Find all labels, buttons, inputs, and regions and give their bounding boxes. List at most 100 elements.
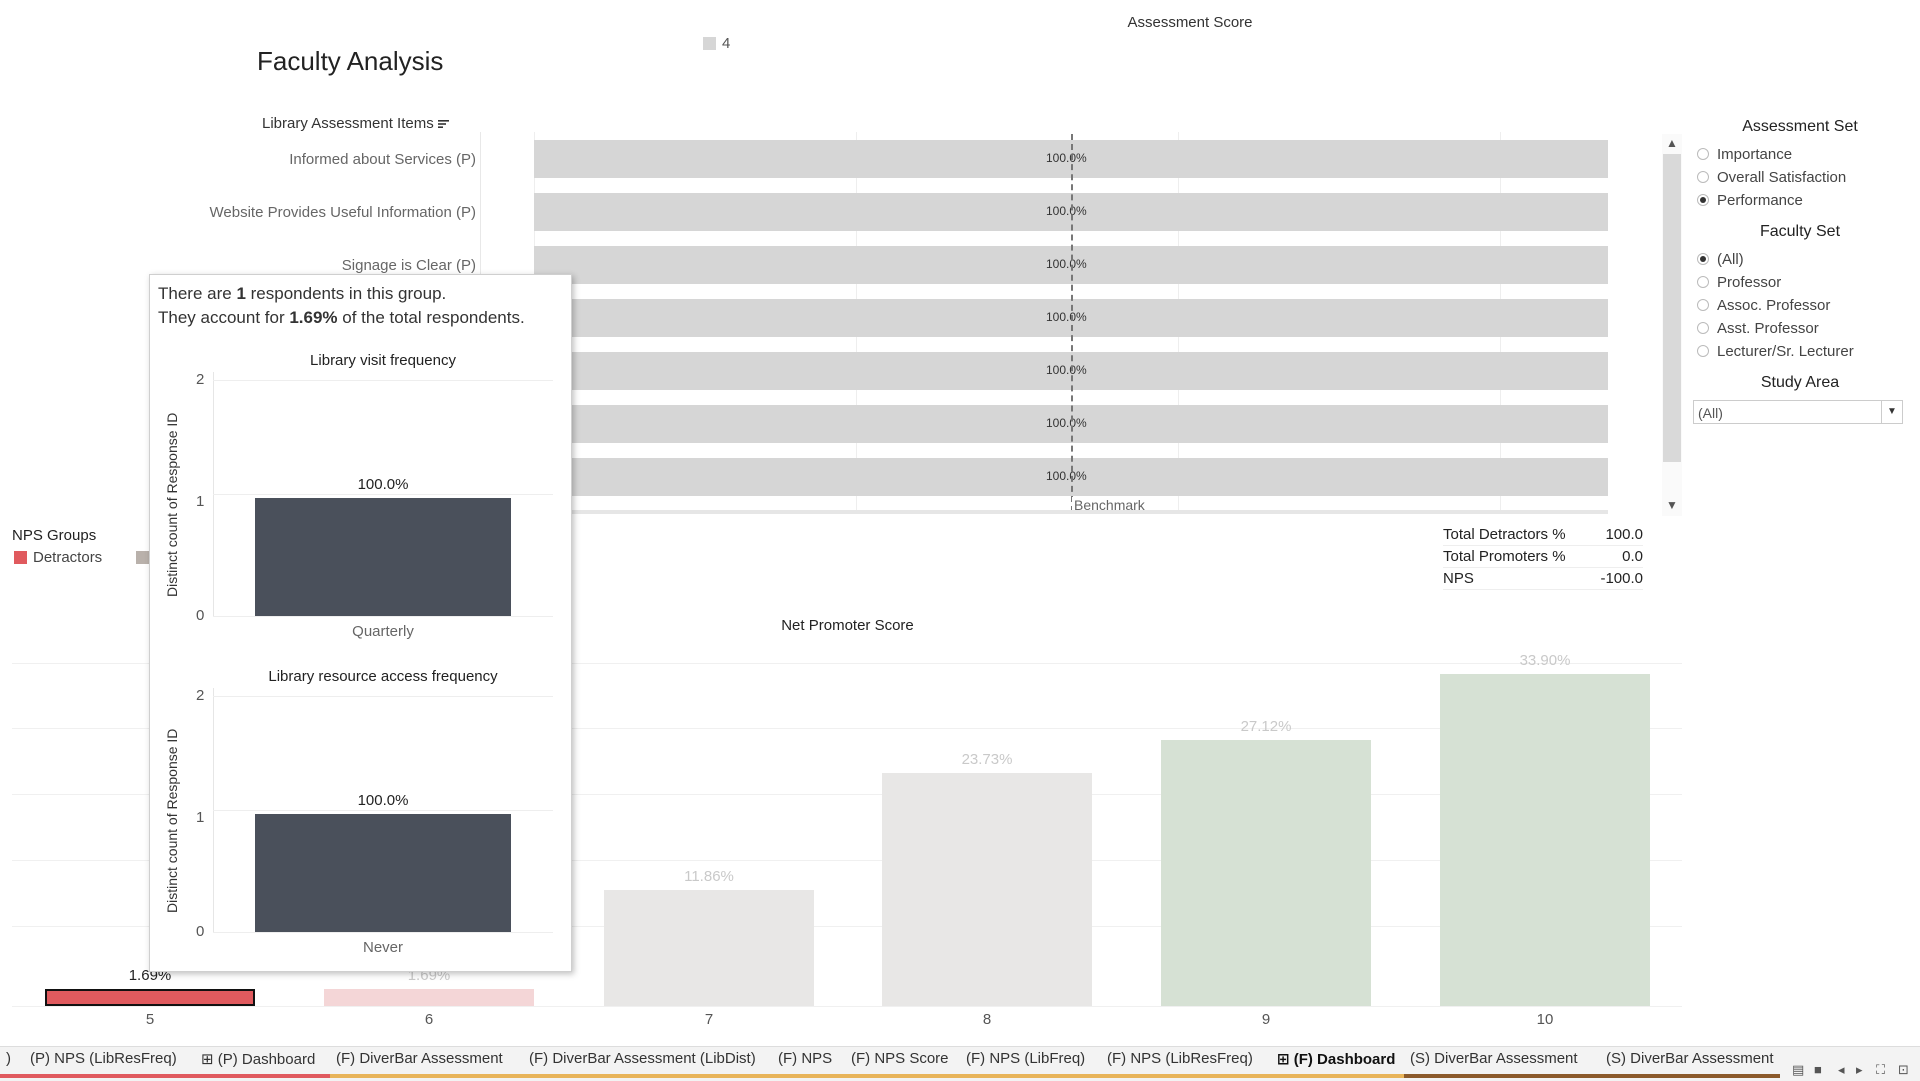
filmstrip-icon[interactable]: ■ — [1814, 1062, 1822, 1077]
assessment-set-title: Assessment Set — [1742, 118, 1858, 135]
radio-option[interactable]: Performance — [1697, 189, 1803, 211]
sheet-tab[interactable]: ⊞ (P) Dashboard — [201, 1051, 316, 1068]
radio-label: Professor — [1717, 273, 1782, 291]
radio-button[interactable] — [1697, 194, 1709, 206]
radio-option[interactable]: (All) — [1697, 248, 1744, 270]
nps-bar[interactable] — [1161, 740, 1371, 1006]
nps-bar[interactable] — [604, 889, 814, 1006]
gridline — [213, 616, 553, 617]
study-area-select[interactable]: (All) ▼ — [1693, 400, 1903, 424]
mini-chart-bar — [255, 498, 511, 616]
assessment-item-label: Signage is Clear (P) — [341, 257, 476, 274]
radio-button[interactable] — [1697, 253, 1709, 265]
nps-bar-label: 33.90% — [1519, 651, 1571, 669]
tab-color-strip — [523, 1074, 772, 1078]
summary-value: 0.0 — [1622, 548, 1643, 565]
tooltip-pct: 1.69% — [289, 308, 338, 327]
nps-bar[interactable] — [45, 989, 255, 1006]
detractor-swatch — [14, 551, 27, 564]
sheet-tab[interactable]: ⊞ (F) Dashboard — [1277, 1051, 1396, 1068]
scroll-down-icon[interactable]: ▼ — [1666, 498, 1678, 512]
nps-bar[interactable] — [324, 989, 534, 1006]
radio-button[interactable] — [1697, 276, 1709, 288]
sheet-tab[interactable]: (S) DiverBar Assessment — [1606, 1050, 1774, 1067]
radio-option[interactable]: Assoc. Professor — [1697, 294, 1830, 316]
radio-option[interactable]: Overall Satisfaction — [1697, 166, 1846, 188]
assessment-bar-value: 100.0% — [1046, 416, 1087, 430]
mini-chart-ylabel: Distinct count of Response ID — [164, 412, 180, 597]
page-title: Faculty Analysis — [257, 46, 444, 76]
mini-chart-category: Never — [362, 939, 403, 956]
benchmark-line — [1071, 134, 1073, 512]
mini-chart-bar — [255, 814, 511, 932]
radio-button[interactable] — [1697, 171, 1709, 183]
nps-bar[interactable] — [1440, 673, 1650, 1006]
sheet-tab[interactable]: (P) NPS (LibResFreq) — [30, 1050, 177, 1067]
tab-color-strip — [1600, 1074, 1780, 1078]
tab-color-strip — [960, 1074, 1101, 1078]
nps-bar[interactable] — [882, 773, 1092, 1006]
scroll-up-icon[interactable]: ▲ — [1666, 136, 1678, 150]
sort-icon[interactable] — [437, 119, 450, 129]
sheet-tab[interactable]: (F) NPS — [778, 1050, 833, 1067]
tab-color-strip — [1271, 1074, 1404, 1078]
gridline — [213, 696, 553, 697]
tab-color-strip — [0, 1074, 24, 1078]
radio-label: Lecturer/Sr. Lecturer — [1717, 342, 1854, 360]
chevron-down-icon[interactable]: ▼ — [1881, 401, 1902, 423]
radio-button[interactable] — [1697, 345, 1709, 357]
radio-option[interactable]: Professor — [1697, 271, 1781, 293]
summary-row: Total Promoters % 0.0 — [1443, 546, 1643, 568]
items-header-label: Library Assessment Items — [262, 115, 434, 132]
legend-detractors-label: Detractors — [33, 549, 103, 566]
mini-chart-tick: 1 — [196, 493, 205, 510]
nps-groups-legend[interactable]: Detractors — [14, 549, 150, 566]
scroll-thumb[interactable] — [1663, 154, 1681, 462]
radio-label: Importance — [1717, 145, 1793, 163]
sheet-tab[interactable]: (F) NPS Score — [851, 1050, 949, 1067]
radio-option[interactable]: Asst. Professor — [1697, 317, 1819, 339]
tooltip-text: of the total respondents. — [337, 308, 525, 327]
gridline — [12, 794, 1682, 795]
radio-option[interactable]: Lecturer/Sr. Lecturer — [1697, 340, 1854, 362]
sheet-tab[interactable]: (F) NPS (LibResFreq) — [1107, 1050, 1253, 1067]
presentation-icon[interactable]: ⊡ — [1898, 1062, 1909, 1077]
summary-value: -100.0 — [1600, 570, 1643, 587]
prev-sheet-icon[interactable]: ◂ — [1838, 1062, 1845, 1077]
assessment-bar-value: 100.0% — [1046, 257, 1087, 271]
nps-groups-title: NPS Groups — [12, 527, 97, 544]
nps-summary-table: Total Detractors % 100.0 Total Promoters… — [1443, 524, 1643, 590]
gridline — [12, 728, 1682, 729]
legend-swatch — [703, 37, 716, 50]
radio-button[interactable] — [1697, 322, 1709, 334]
nps-bar-label: 23.73% — [961, 751, 1013, 769]
benchmark-label: Benchmark — [1072, 497, 1147, 513]
assessment-chart-title: Assessment Score — [1127, 14, 1253, 31]
sheet-tab[interactable]: (F) DiverBar Assessment (LibDist) — [529, 1050, 756, 1067]
faculty-set-title: Faculty Set — [1759, 223, 1841, 240]
mini-chart-title: Library resource access frequency — [268, 668, 498, 685]
radio-button[interactable] — [1697, 299, 1709, 311]
gridline — [213, 932, 553, 933]
summary-row: Total Detractors % 100.0 — [1443, 524, 1643, 546]
mini-chart-ylabel: Distinct count of Response ID — [164, 728, 180, 913]
radio-option[interactable]: Importance — [1697, 143, 1792, 165]
radio-label: Assoc. Professor — [1717, 296, 1831, 314]
assessment-bar-value: 100.0% — [1046, 469, 1087, 483]
assessment-bar-value: 100.0% — [1046, 363, 1087, 377]
radio-button[interactable] — [1697, 148, 1709, 160]
radio-label: Overall Satisfaction — [1717, 168, 1847, 186]
sheet-tab[interactable]: ) — [6, 1050, 11, 1067]
tab-color-strip — [1101, 1074, 1271, 1078]
grid-view-icon[interactable]: ▤ — [1792, 1062, 1805, 1077]
items-header[interactable]: Library Assessment Items — [262, 115, 450, 132]
next-sheet-icon[interactable]: ▸ — [1856, 1062, 1863, 1077]
sheet-tab[interactable]: (S) DiverBar Assessment — [1410, 1050, 1578, 1067]
tooltip-text: respondents in this group. — [245, 284, 447, 303]
mini-chart-tick: 0 — [196, 923, 205, 940]
sheet-tab[interactable]: (F) NPS (LibFreq) — [966, 1050, 1086, 1067]
assessment-item-label: Website Provides Useful Information (P) — [209, 204, 477, 221]
fullscreen-icon[interactable]: ⛶ — [1876, 1062, 1886, 1077]
sheet-tab[interactable]: (F) DiverBar Assessment — [336, 1050, 503, 1067]
nps-x-tick: 8 — [982, 1011, 992, 1028]
